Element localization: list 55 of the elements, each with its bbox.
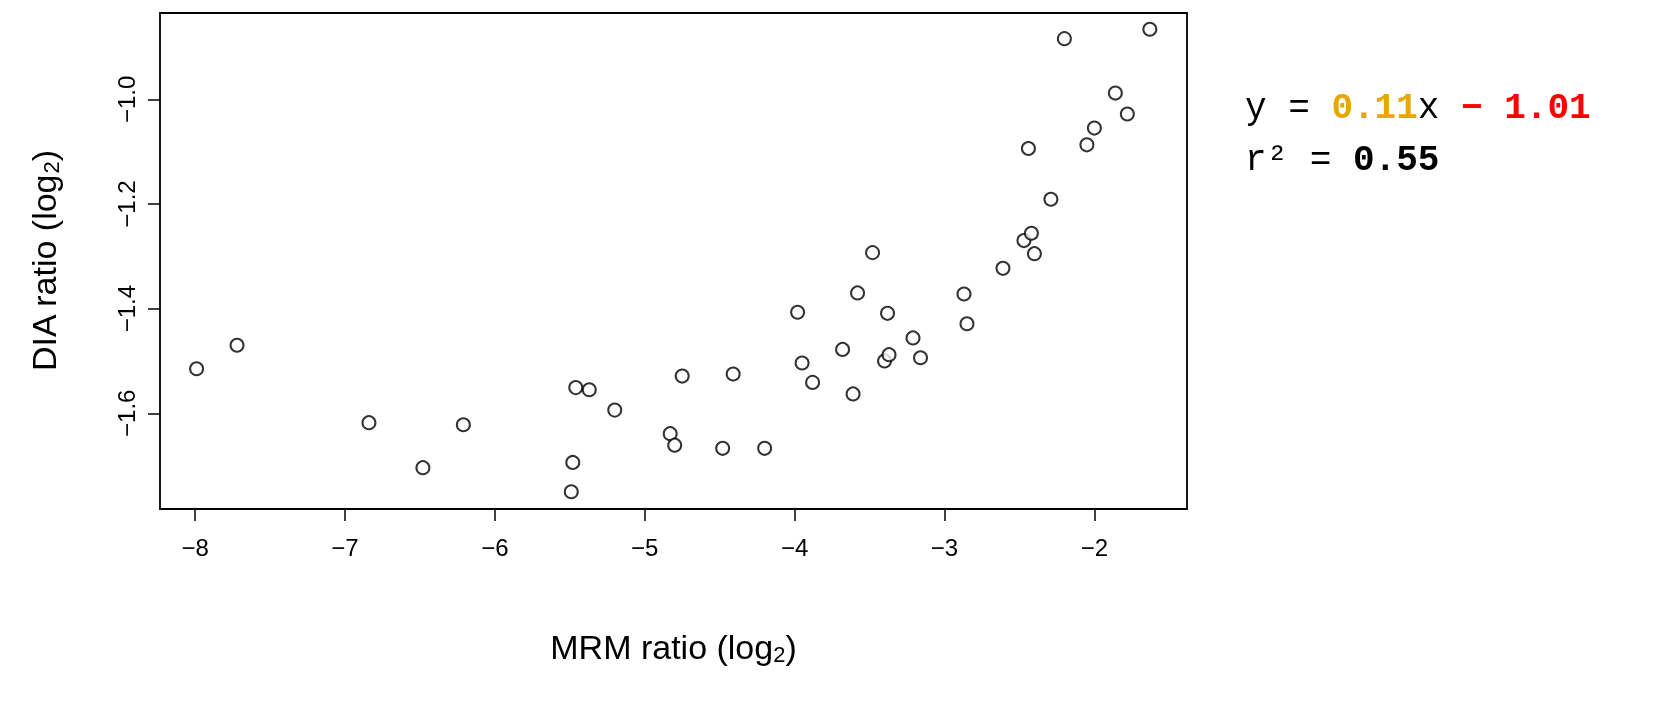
point <box>455 417 471 433</box>
point <box>1043 191 1059 207</box>
point <box>913 350 929 366</box>
point <box>959 316 975 332</box>
point <box>565 454 581 470</box>
point <box>995 260 1011 276</box>
point <box>581 382 597 398</box>
x-tick-label: −6 <box>481 533 509 561</box>
point <box>1026 246 1042 262</box>
point <box>1107 85 1123 101</box>
point <box>1020 141 1036 157</box>
y-axis-title: DIA ratio (log2) <box>25 150 64 372</box>
point <box>667 437 683 453</box>
point <box>229 337 245 353</box>
point <box>674 368 690 384</box>
point <box>956 286 972 302</box>
point <box>563 484 579 500</box>
x-axis-title: MRM ratio (log2) <box>550 628 797 667</box>
point <box>865 245 881 261</box>
y-tick-label: −1.4 <box>112 284 140 333</box>
point <box>662 426 678 442</box>
point <box>1079 137 1095 153</box>
point <box>189 361 205 377</box>
x-tick-label: −7 <box>331 533 359 561</box>
x-tick-label: −2 <box>1080 533 1109 561</box>
text: r² = 0.55 <box>1245 139 1440 181</box>
point <box>1056 31 1072 47</box>
point <box>715 440 731 456</box>
point <box>835 341 851 357</box>
point <box>607 402 623 418</box>
x-tick-label: −8 <box>181 533 209 561</box>
y-tick-label: −1.6 <box>112 389 140 437</box>
point <box>1119 106 1135 122</box>
point <box>905 330 921 346</box>
point <box>850 285 866 301</box>
point <box>790 304 806 320</box>
point <box>845 386 861 402</box>
point <box>757 440 773 456</box>
point <box>880 305 896 321</box>
point <box>568 380 584 396</box>
x-tick-label: −4 <box>780 533 809 561</box>
y-tick-label: −1.0 <box>112 75 140 124</box>
point <box>881 347 897 363</box>
point <box>805 374 821 390</box>
x-tick-label: −3 <box>930 533 959 561</box>
point <box>1142 21 1158 37</box>
point <box>725 366 741 382</box>
point <box>415 460 431 476</box>
point <box>1086 120 1102 136</box>
y-tick-label: −1.2 <box>112 180 140 228</box>
x-tick-label: −5 <box>631 533 659 561</box>
text: y = 0.11x − 1.01 <box>1245 87 1591 129</box>
point <box>361 415 377 431</box>
point <box>794 355 810 371</box>
point <box>1023 225 1039 241</box>
